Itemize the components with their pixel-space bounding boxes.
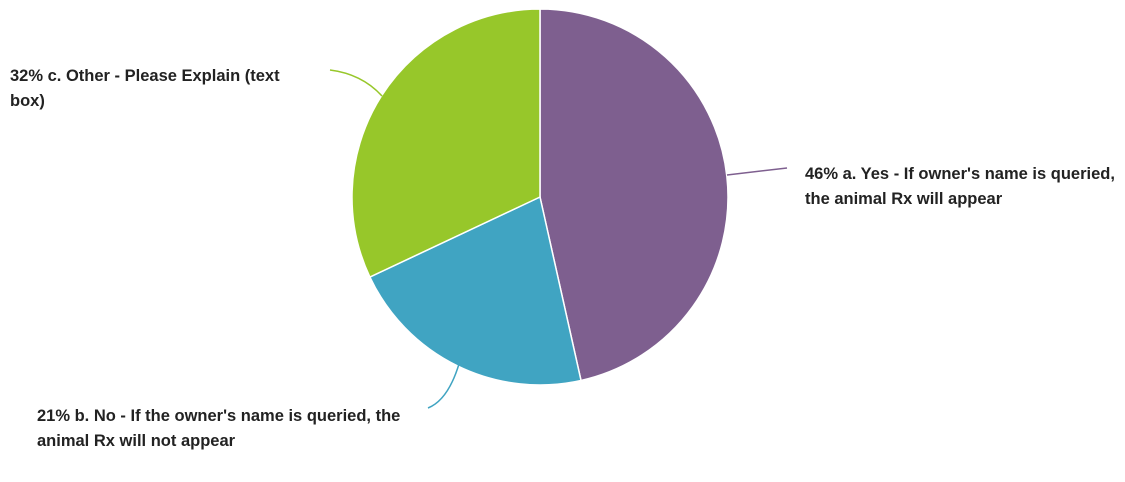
leader-line-a [726, 167, 788, 176]
pie-slices [351, 8, 729, 386]
slice-label-c: 32% c. Other - Please Explain (text box) [10, 67, 280, 110]
pie-slice-a [539, 8, 729, 382]
leader-line-b [427, 363, 460, 409]
leader-line-c [329, 69, 383, 97]
leader-lines [329, 69, 788, 409]
pie-slice-b [368, 195, 582, 386]
slice-label-a: 46% a. Yes - If owner's name is queried,… [805, 165, 1115, 208]
slice-label-b: 21% b. No - If the owner's name is queri… [37, 407, 401, 450]
